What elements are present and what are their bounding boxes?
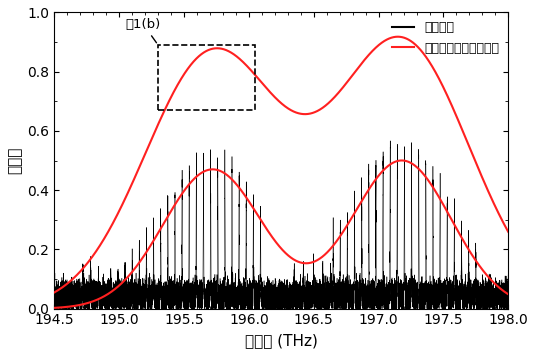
Legend: 測定結果, 理論式による解析結果: 測定結果, 理論式による解析結果 xyxy=(387,16,505,60)
Bar xyxy=(158,45,255,110)
Text: 図1(b): 図1(b) xyxy=(126,18,161,43)
Y-axis label: 吸収量: 吸収量 xyxy=(7,147,22,174)
X-axis label: 周波数 (THz): 周波数 (THz) xyxy=(245,333,318,348)
